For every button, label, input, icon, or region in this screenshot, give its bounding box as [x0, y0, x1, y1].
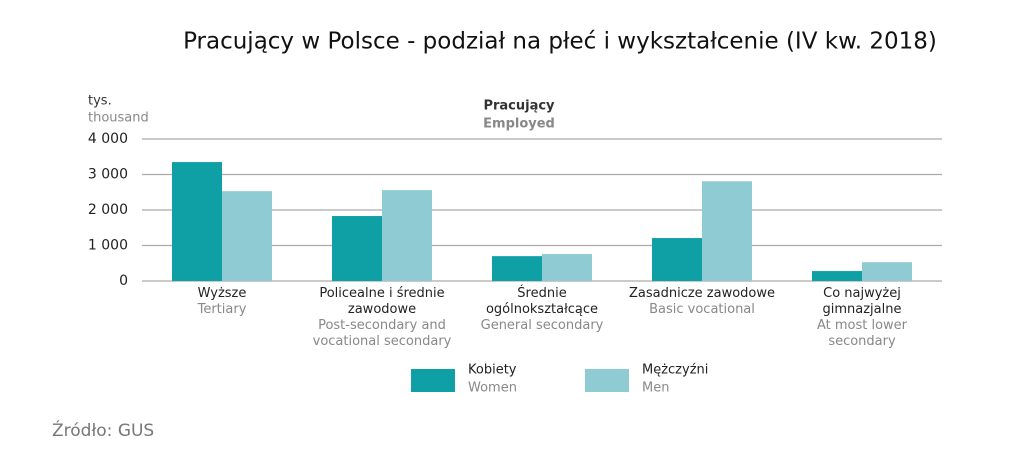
- y-tick-label: 2 000: [88, 202, 128, 218]
- x-tick-label-en: Basic vocational: [649, 302, 755, 317]
- bar: [382, 190, 432, 281]
- x-tick-label-en: Post-secondary and vocational secondary: [312, 318, 452, 349]
- chart-subtitle: Pracujący: [483, 99, 555, 114]
- bar: [332, 216, 382, 281]
- x-tick-label: Co najwyżej gimnazjalne: [822, 286, 902, 317]
- x-tick-label: Wyższe: [197, 286, 247, 301]
- legend-label-en: Women: [468, 381, 517, 396]
- x-tick-label-group: Co najwyżej gimnazjalne At most lower sec…: [787, 286, 937, 350]
- x-tick-label: Policealne i średnie zawodowe: [319, 286, 445, 317]
- bar: [812, 271, 862, 281]
- legend-label-en: Men: [642, 381, 669, 396]
- bar: [172, 162, 222, 281]
- x-tick-label: Średnie ogólnokształcące: [485, 286, 599, 317]
- bar: [702, 181, 752, 281]
- x-tick-label: Zasadnicze zawodowe: [628, 286, 776, 301]
- legend-swatch: [585, 369, 629, 392]
- x-tick-label-en: At most lower secondary: [816, 318, 908, 349]
- y-axis-label: tys.: [88, 94, 112, 109]
- chart-title: Pracujący w Polsce - podział na płeć i w…: [183, 29, 937, 55]
- bar: [542, 254, 592, 281]
- legend-label: Mężczyźni: [642, 363, 708, 378]
- y-tick-label: 1 000: [88, 238, 128, 254]
- x-tick-label-group: Średnie ogólnokształcące General secondar…: [467, 286, 617, 334]
- y-tick-label: 0: [119, 273, 128, 289]
- source: Źródło: GUS: [52, 419, 154, 441]
- x-tick-label-group: Policealne i średnie zawodowe Post-second…: [307, 286, 457, 350]
- x-tick-label-group: Zasadnicze zawodowe Basic vocational: [627, 286, 777, 318]
- y-axis-label-en: thousand: [88, 111, 149, 126]
- bar: [652, 238, 702, 281]
- legend-swatch: [411, 369, 455, 392]
- y-tick-label: 4 000: [88, 131, 128, 147]
- legend-label: Kobiety: [468, 363, 517, 378]
- bar: [862, 262, 912, 281]
- x-tick-label-en: Tertiary: [197, 302, 247, 317]
- x-tick-label-group: Wyższe Tertiary: [147, 286, 297, 318]
- bar: [222, 191, 272, 281]
- y-tick-label: 3 000: [88, 167, 128, 183]
- x-tick-label-en: General secondary: [480, 318, 604, 333]
- bar: [492, 256, 542, 281]
- chart-subtitle-en: Employed: [483, 117, 555, 132]
